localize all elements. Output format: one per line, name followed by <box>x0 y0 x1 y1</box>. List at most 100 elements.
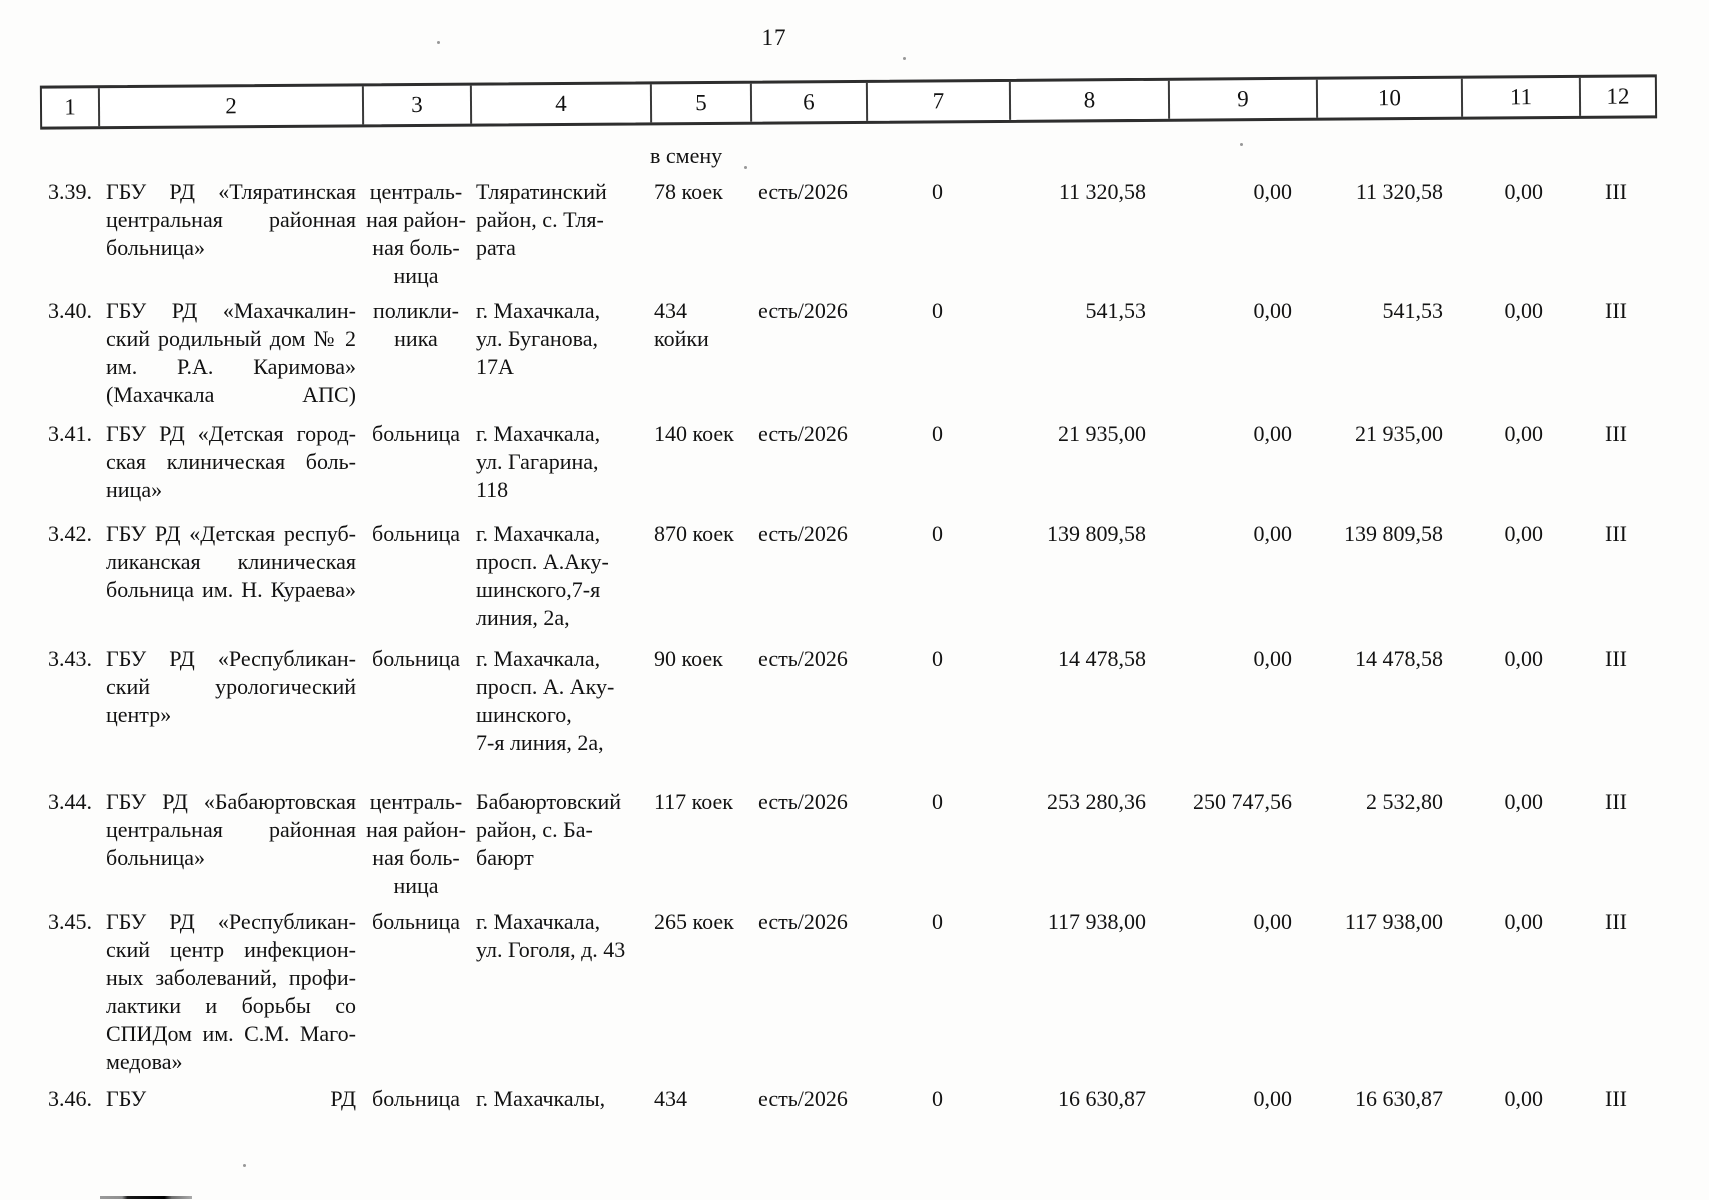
col7-value-cell: 0 <box>932 909 943 934</box>
col8-value-cell: 14 478,58 <box>1058 646 1146 671</box>
scan-speck <box>903 57 906 60</box>
address-cell: г. Махачкала, ул. Гагарина, 118 <box>476 421 601 502</box>
col7-value-cell: 0 <box>932 298 943 323</box>
col10-value-cell: 16 630,87 <box>1355 1086 1443 1111</box>
col8-value-cell: 541,53 <box>1085 298 1147 323</box>
table-row: 3.42. ГБУ РД «Детская респуб- ликанская … <box>40 520 1653 632</box>
category-cell: III <box>1605 179 1627 204</box>
column-number-1: 1 <box>41 88 101 127</box>
col8-value-cell: 16 630,87 <box>1058 1086 1146 1111</box>
address-cell: г. Махачкала, просп. А.Аку- шинского,7-я… <box>476 521 609 630</box>
col9-value-cell: 0,00 <box>1253 298 1293 323</box>
address-cell: г. Махачкала, просп. А. Аку- шинского, 7… <box>476 646 615 755</box>
address-cell: Бабаюртовский район, с. Ба- баюрт <box>476 789 622 870</box>
column-number-10: 10 <box>1317 78 1464 118</box>
facility-type-cell: поликли- ника <box>372 298 459 351</box>
row-number-cell: 3.42. <box>48 521 92 546</box>
address-cell: г. Махачкала, ул. Буганова, 17А <box>476 298 601 379</box>
table-body: 3.39. ГБУ РД «Тляратинская центральная р… <box>40 178 1653 1113</box>
facility-name-cell: ГБУ РД «Детская респуб- ликанская клинич… <box>106 521 356 602</box>
facility-type-cell: централь- ная район- ная боль- ница <box>366 789 466 898</box>
facility-type-cell: больница <box>372 1086 460 1111</box>
capacity-cell: 870 коек <box>654 521 734 546</box>
license-cell: есть/2026 <box>758 909 848 934</box>
facility-type-cell: больница <box>372 646 460 671</box>
scan-speck <box>1390 428 1393 431</box>
scan-speck <box>437 41 440 44</box>
col7-value-cell: 0 <box>932 421 943 446</box>
row-number-cell: 3.41. <box>48 421 92 446</box>
capacity-cell: 434 койки <box>654 298 709 351</box>
capacity-cell: 434 <box>654 1086 687 1111</box>
col10-value-cell: 541,53 <box>1382 298 1444 323</box>
col8-value-cell: 117 938,00 <box>1047 909 1146 934</box>
col9-value-cell: 250 747,56 <box>1193 789 1292 814</box>
column-number-6: 6 <box>751 82 869 122</box>
scan-artifact-line <box>100 1196 192 1199</box>
facility-name-cell: ГБУ РД «Республикан- ский центр инфекцио… <box>106 909 356 1074</box>
row-number-cell: 3.46. <box>48 1086 92 1111</box>
col10-value-cell: 21 935,00 <box>1355 421 1443 446</box>
col11-value-cell: 0,00 <box>1504 909 1544 934</box>
col8-value-cell: 139 809,58 <box>1047 521 1146 546</box>
col11-value-cell: 0,00 <box>1504 1086 1544 1111</box>
col7-value-cell: 0 <box>932 179 943 204</box>
column-number-11: 11 <box>1462 77 1582 117</box>
category-cell: III <box>1605 298 1627 323</box>
capacity-cell: 90 коек <box>654 646 723 671</box>
capacity-cell: 265 коек <box>654 909 734 934</box>
col9-value-cell: 0,00 <box>1253 646 1293 671</box>
column-number-12: 12 <box>1606 83 1630 109</box>
col10-value-cell: 117 938,00 <box>1344 909 1443 934</box>
col8-value-cell: 11 320,58 <box>1058 179 1146 204</box>
address-cell: г. Махачкала, ул. Гоголя, д. 43 <box>476 909 626 962</box>
column-number-4: 4 <box>471 84 653 124</box>
facility-name-cell: ГБУ РД <box>106 1086 356 1111</box>
facility-name-cell: ГБУ РД «Махачкалин- ский родильный дом №… <box>106 298 356 407</box>
license-cell: есть/2026 <box>758 646 848 671</box>
col11-value-cell: 0,00 <box>1504 179 1544 204</box>
page-number: 17 <box>761 25 787 50</box>
facility-type-cell: больница <box>372 521 460 546</box>
scan-speck <box>243 1164 246 1167</box>
col8-value-cell: 21 935,00 <box>1058 421 1146 446</box>
col9-value-cell: 0,00 <box>1253 521 1293 546</box>
col11-value-cell: 0,00 <box>1504 521 1544 546</box>
scan-speck <box>1240 143 1243 146</box>
column-number-header-row: 1 2 3 4 5 6 7 8 9 10 11 12 <box>39 74 1658 130</box>
col10-value-cell: 14 478,58 <box>1355 646 1443 671</box>
row-number-cell: 3.44. <box>48 789 92 814</box>
col8-value-cell: 253 280,36 <box>1047 789 1146 814</box>
col11-value-cell: 0,00 <box>1504 646 1544 671</box>
col9-value-cell: 0,00 <box>1253 421 1293 446</box>
row-number-cell: 3.43. <box>48 646 92 671</box>
col7-value-cell: 0 <box>932 646 943 671</box>
table-row: 3.41. ГБУ РД «Детская город- ская клинич… <box>40 420 1653 504</box>
col7-value-cell: 0 <box>932 789 943 814</box>
category-cell: III <box>1605 1086 1627 1111</box>
table-row: 3.40. ГБУ РД «Махачкалин- ский родильный… <box>40 297 1653 409</box>
col11-value-cell: 0,00 <box>1504 421 1544 446</box>
col7-value-cell: 0 <box>932 521 943 546</box>
license-cell: есть/2026 <box>758 179 848 204</box>
row-number-cell: 3.40. <box>48 298 92 323</box>
license-cell: есть/2026 <box>758 789 848 814</box>
facility-type-cell: централь- ная район- ная боль- ница <box>366 179 466 288</box>
facility-type-cell: больница <box>372 421 460 446</box>
facility-name-cell: ГБУ РД «Тляратинская центральная районна… <box>106 179 356 260</box>
table-row: 3.44. ГБУ РД «Бабаюртовская центральная … <box>40 788 1653 900</box>
column-number-5: 5 <box>651 83 753 123</box>
col10-value-cell: 2 532,80 <box>1366 789 1443 814</box>
facility-type-cell: больница <box>372 909 460 934</box>
facility-name-cell: ГБУ РД «Детская город- ская клиническая … <box>106 421 356 502</box>
category-cell: III <box>1605 521 1627 546</box>
table-row: 3.46. ГБУ РД больница г. Махачкалы, 434 … <box>40 1085 1653 1113</box>
address-cell: г. Махачкалы, <box>476 1086 606 1111</box>
scan-speck <box>744 166 747 169</box>
table-row: 3.39. ГБУ РД «Тляратинская центральная р… <box>40 178 1653 290</box>
table-row: 3.45. ГБУ РД «Республикан- ский центр ин… <box>40 908 1653 1076</box>
column-number-3: 3 <box>363 85 473 125</box>
facility-name-cell: ГБУ РД «Бабаюртовская центральная районн… <box>106 789 356 870</box>
category-cell: III <box>1605 646 1627 671</box>
